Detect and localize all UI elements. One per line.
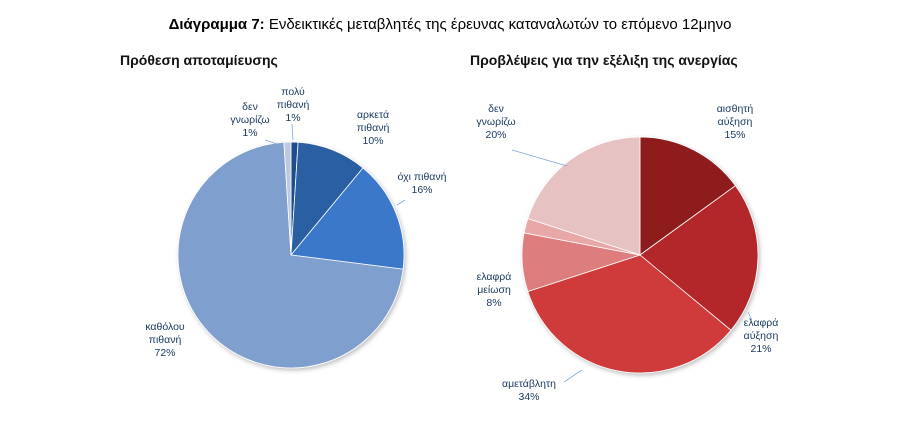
- chart-1-label-2: αρκετά πιθανή 10%: [357, 109, 390, 147]
- chart-1-slice-3: [290, 167, 405, 270]
- figure-title-text: Ενδεικτικές μεταβλητές της έρευνας καταν…: [264, 16, 732, 33]
- chart-2-label-4: ελαφρά μείωση 8%: [477, 271, 512, 309]
- chart-1-label-1: πολύ πιθανή 1%: [277, 86, 310, 124]
- chart-2-slice-2: [639, 185, 759, 331]
- chart-2-slice-3: [527, 254, 732, 374]
- figure-title-lead: Διάγραμμα 7:: [168, 16, 265, 33]
- chart-1-label-4: καθόλου πιθανή 72%: [145, 321, 185, 359]
- savings-pie: πολύ πιθανή 1% αρκετά πιθανή 10% όχι πιθανή 16%…: [145, 86, 447, 369]
- chart-2-label-3: αμετάβλητη 34%: [502, 378, 556, 403]
- figure-title: Διάγραμμα 7: Ενδεικτικές μεταβλητές της …: [0, 16, 900, 33]
- chart-2-label-1: αισθητή αύξηση 15%: [717, 103, 754, 141]
- chart-1-slice-5: [283, 141, 292, 256]
- chart-1-slice-4: [177, 141, 404, 369]
- chart-2-leader-6: [511, 149, 568, 167]
- chart-1-label-3: όχι πιθανή 16%: [398, 171, 447, 196]
- chart-1-title: Πρόθεση αποταμίευσης: [120, 52, 278, 68]
- chart-2-label-2: ελαφρά αύξηση 21%: [744, 317, 779, 355]
- chart-1-slice-2: [290, 141, 364, 257]
- chart-2-leader-3: [563, 369, 583, 383]
- chart-1-label-5: δεν γνωρίζω 1%: [230, 101, 269, 139]
- chart-2-slice-1: [639, 136, 737, 256]
- chart-2-slice-6: [527, 136, 641, 256]
- chart-1-leader-5: [264, 139, 284, 147]
- chart-2-leader-2: [747, 311, 753, 321]
- chart-1-leader-1: [291, 123, 294, 141]
- unemployment-pie: αισθητή αύξηση 15% ελαφρά αύξηση 21% αμετάβλητ…: [476, 103, 778, 403]
- chart-2-title: Προβλέψεις για την εξέλιξη της ανεργίας: [470, 52, 738, 68]
- chart-2-label-6: δεν γνωρίζω 20%: [476, 103, 515, 141]
- chart-1-leader-3: [396, 199, 406, 206]
